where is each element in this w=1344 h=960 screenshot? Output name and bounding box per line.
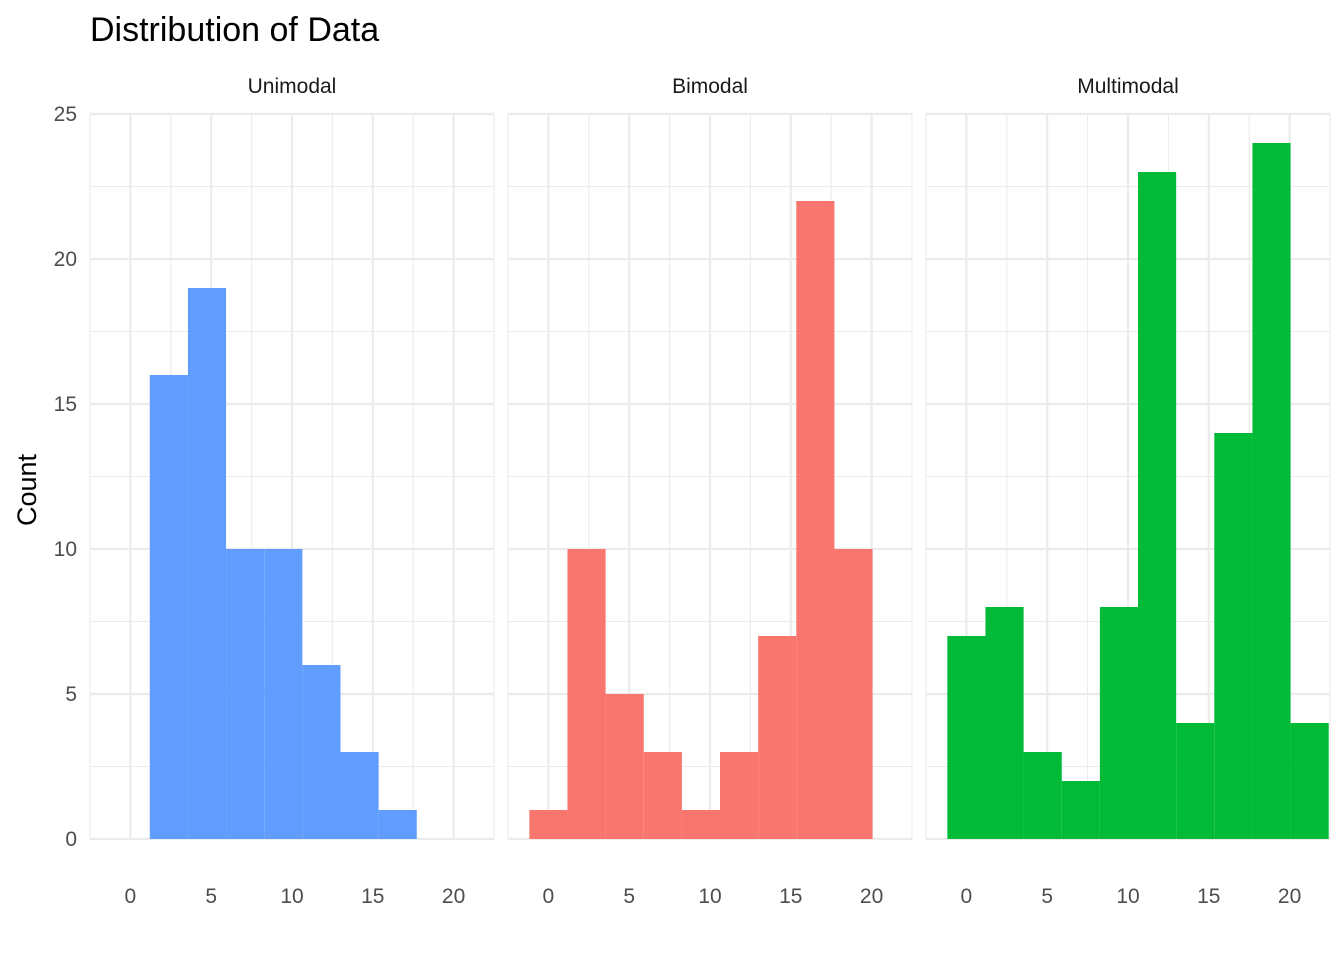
x-tick-label: 20	[1278, 885, 1301, 908]
histogram-bar	[1099, 607, 1139, 839]
histogram-bar	[1214, 433, 1253, 839]
histogram-bar	[302, 665, 341, 839]
x-tick-label: 10	[280, 885, 303, 908]
histogram-bar	[681, 810, 721, 839]
x-tick-label: 10	[698, 885, 721, 908]
x-tick-label: 0	[961, 885, 973, 908]
x-tick-label: 20	[860, 885, 883, 908]
histogram-bar	[796, 201, 835, 839]
histogram-bar	[187, 288, 227, 839]
histogram-bar	[1290, 723, 1329, 839]
x-tick-label: 5	[1041, 885, 1053, 908]
y-tick-label: 20	[54, 248, 77, 271]
histogram-bar	[605, 694, 644, 839]
histogram-bar	[149, 375, 188, 839]
histogram-bar	[1176, 723, 1215, 839]
histogram-bar	[720, 752, 759, 839]
histogram-bar	[1138, 172, 1177, 839]
panel-unimodal: Unimodal 0 5 10 15 20	[89, 75, 495, 908]
y-axis-title: Count	[12, 453, 42, 526]
x-tick-label: 20	[442, 885, 465, 908]
x-tick-label: 0	[125, 885, 137, 908]
y-tick-label: 25	[54, 103, 77, 126]
y-tick-label: 10	[54, 538, 77, 561]
x-tick-label: 15	[361, 885, 384, 908]
histogram-bar	[340, 752, 379, 839]
x-tick-label: 5	[623, 885, 635, 908]
histogram-bar	[985, 607, 1024, 839]
facet-label: Multimodal	[1077, 75, 1179, 98]
panel-multimodal: Multimodal 0 5 10 15 20	[925, 75, 1331, 908]
x-tick-label: 15	[779, 885, 802, 908]
histogram-bar	[567, 549, 606, 839]
x-tick-label: 10	[1116, 885, 1139, 908]
y-axis-ticks: 0 5 10 15 20 25	[54, 103, 77, 851]
facet-label: Bimodal	[672, 75, 748, 98]
x-tick-label: 0	[543, 885, 555, 908]
histogram-bar	[1061, 781, 1100, 839]
histogram-bar	[529, 810, 568, 839]
histogram-bar	[378, 810, 417, 839]
histogram-bar	[947, 636, 986, 839]
x-tick-label: 15	[1197, 885, 1220, 908]
y-tick-label: 15	[54, 393, 77, 416]
y-tick-label: 0	[65, 828, 77, 851]
histogram-bar	[264, 549, 303, 839]
histogram-bar	[758, 636, 797, 839]
facet-label: Unimodal	[248, 75, 337, 98]
histogram-bar	[643, 752, 682, 839]
panel-bimodal: Bimodal 0 5 10 15 20	[507, 75, 913, 908]
chart-title: Distribution of Data	[90, 11, 379, 49]
histogram-bar	[1252, 143, 1291, 839]
histogram-bar	[1023, 752, 1062, 839]
x-tick-label: 5	[205, 885, 217, 908]
histogram-bar	[226, 549, 265, 839]
y-tick-label: 5	[65, 683, 77, 706]
histogram-bar	[834, 549, 873, 839]
